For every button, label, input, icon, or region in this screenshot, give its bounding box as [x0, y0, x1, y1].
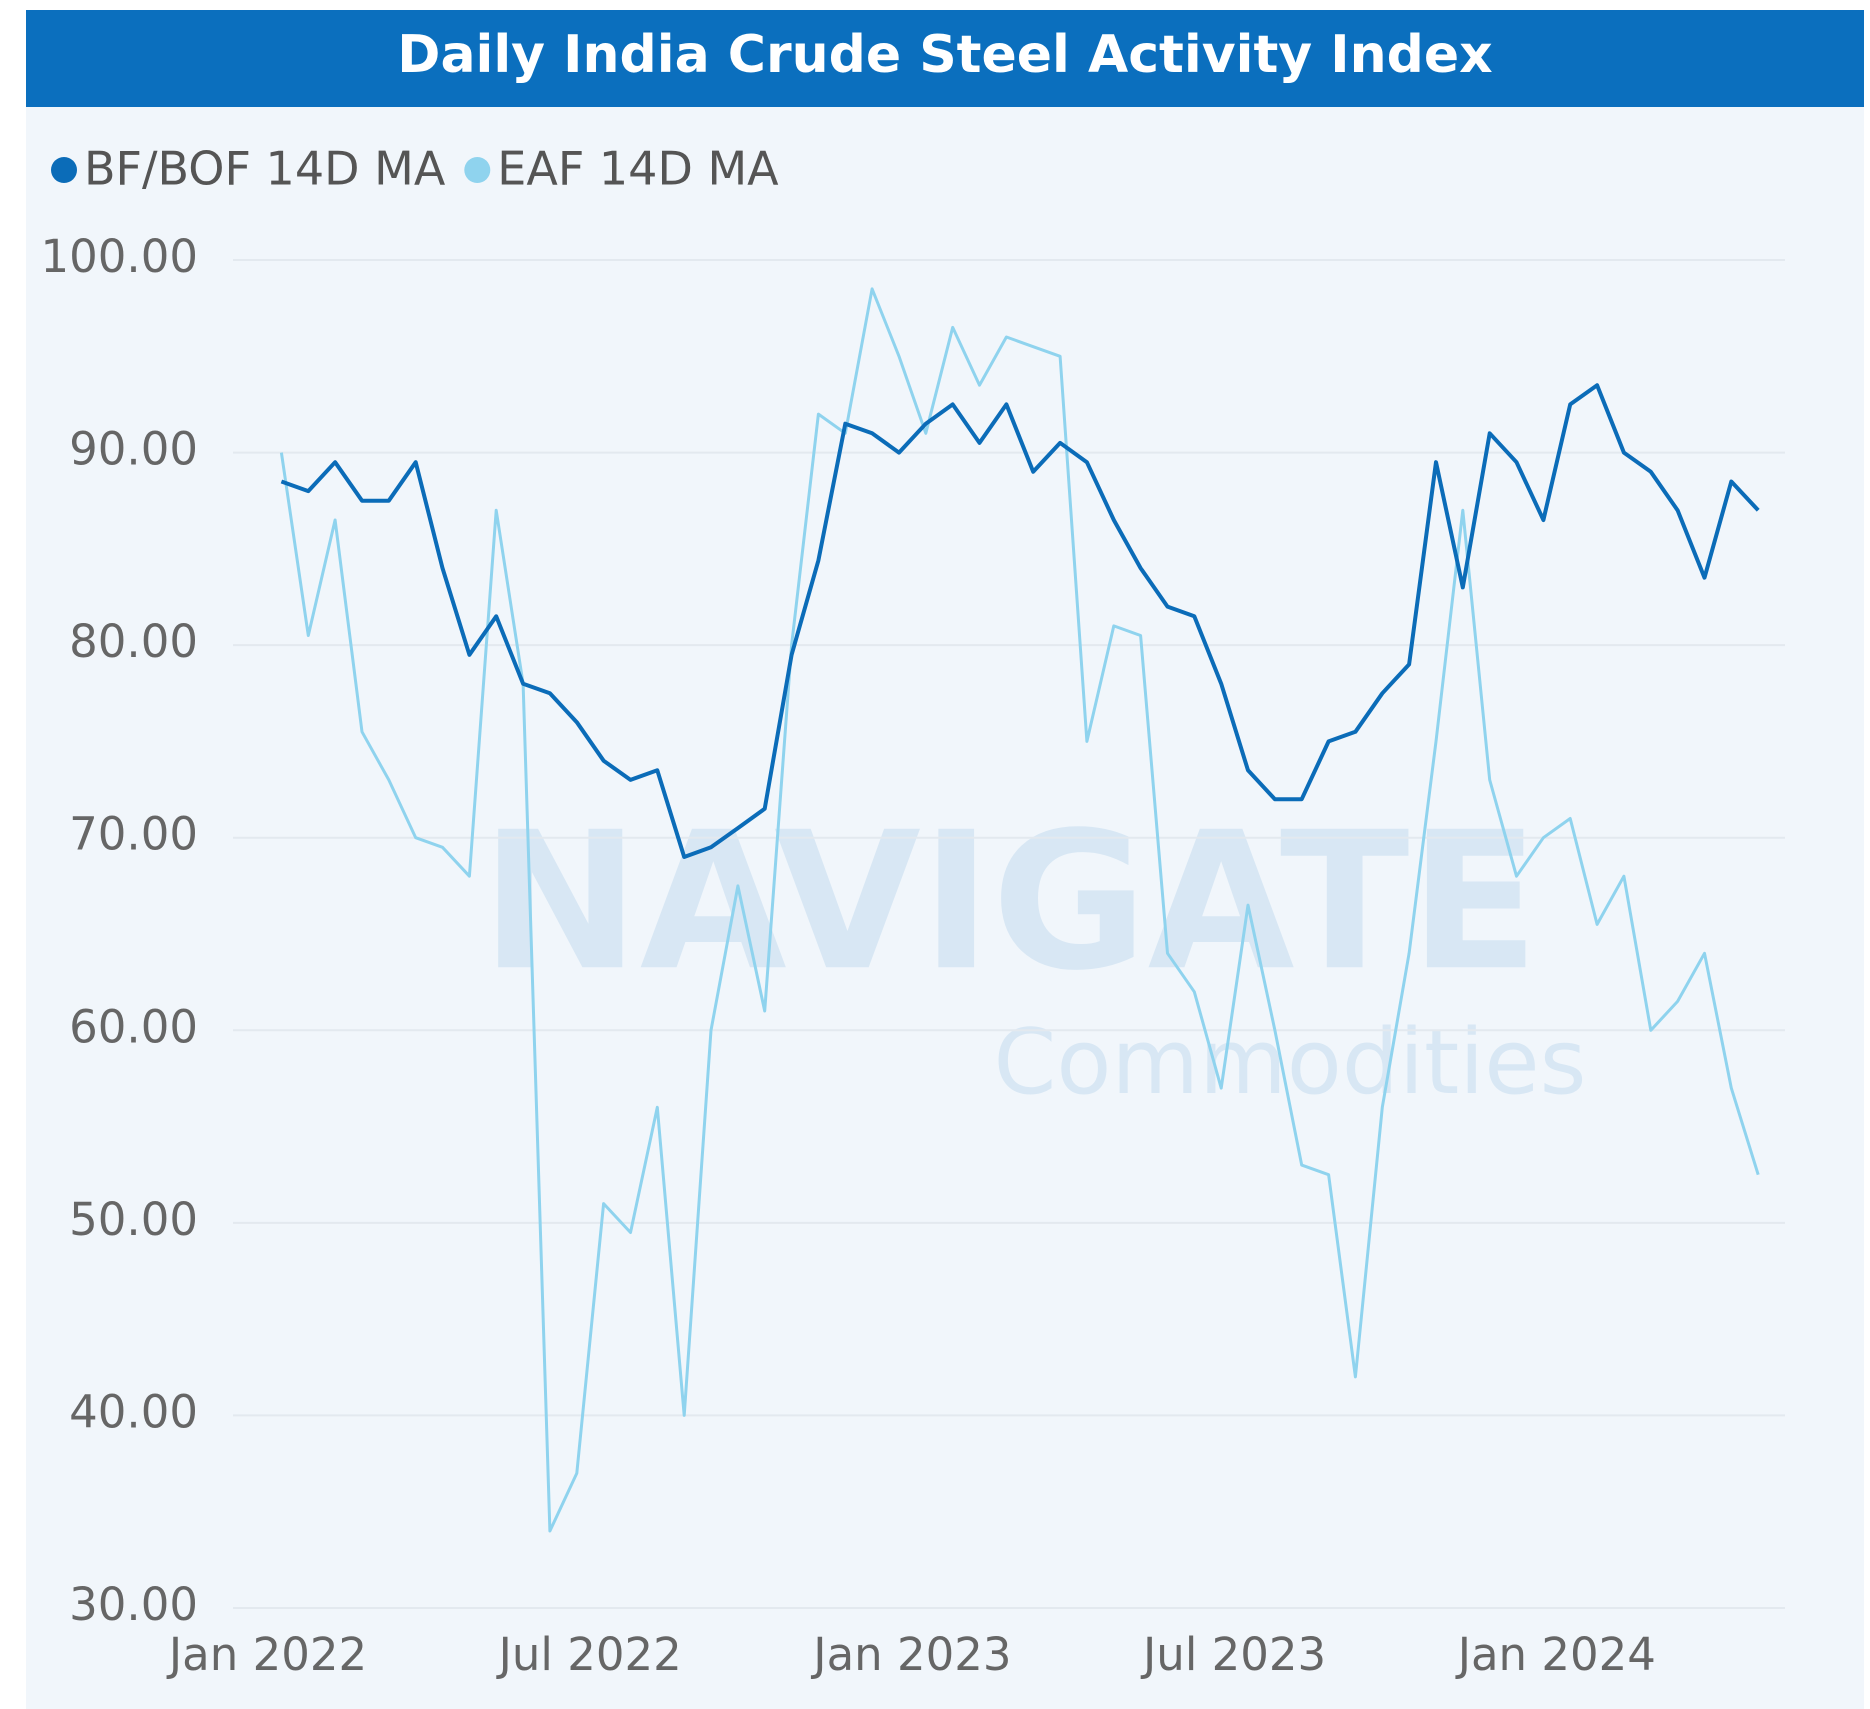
x-tick-label: Jul 2022	[496, 1628, 682, 1681]
series-line	[279, 287, 1760, 1533]
x-tick-label: Jul 2023	[1140, 1628, 1326, 1681]
legend-label: BF/BOF 14D MA	[84, 142, 446, 196]
watermark: Commodities	[994, 1010, 1587, 1115]
y-tick-label: 90.00	[69, 423, 198, 476]
x-tick-label: Jan 2022	[166, 1628, 367, 1681]
series-line	[280, 383, 1760, 859]
watermark: NAVIGATE	[481, 791, 1540, 1012]
x-tick-label: Jan 2024	[1455, 1628, 1656, 1681]
x-tick-label: Jan 2023	[810, 1628, 1011, 1681]
y-tick-label: 50.00	[69, 1193, 198, 1246]
panel	[26, 10, 1864, 1709]
y-tick-label: 70.00	[69, 808, 198, 861]
y-tick-label: 80.00	[69, 615, 198, 668]
title-bar	[26, 10, 1864, 107]
legend-label: EAF 14D MA	[497, 142, 779, 196]
y-tick-label: 100.00	[41, 230, 198, 283]
legend-marker	[51, 157, 77, 183]
y-tick-label: 60.00	[69, 1000, 198, 1053]
y-tick-label: 40.00	[69, 1385, 198, 1438]
chart-title: Daily India Crude Steel Activity Index	[397, 25, 1492, 85]
y-tick-label: 30.00	[69, 1578, 198, 1631]
legend-marker	[464, 157, 491, 183]
